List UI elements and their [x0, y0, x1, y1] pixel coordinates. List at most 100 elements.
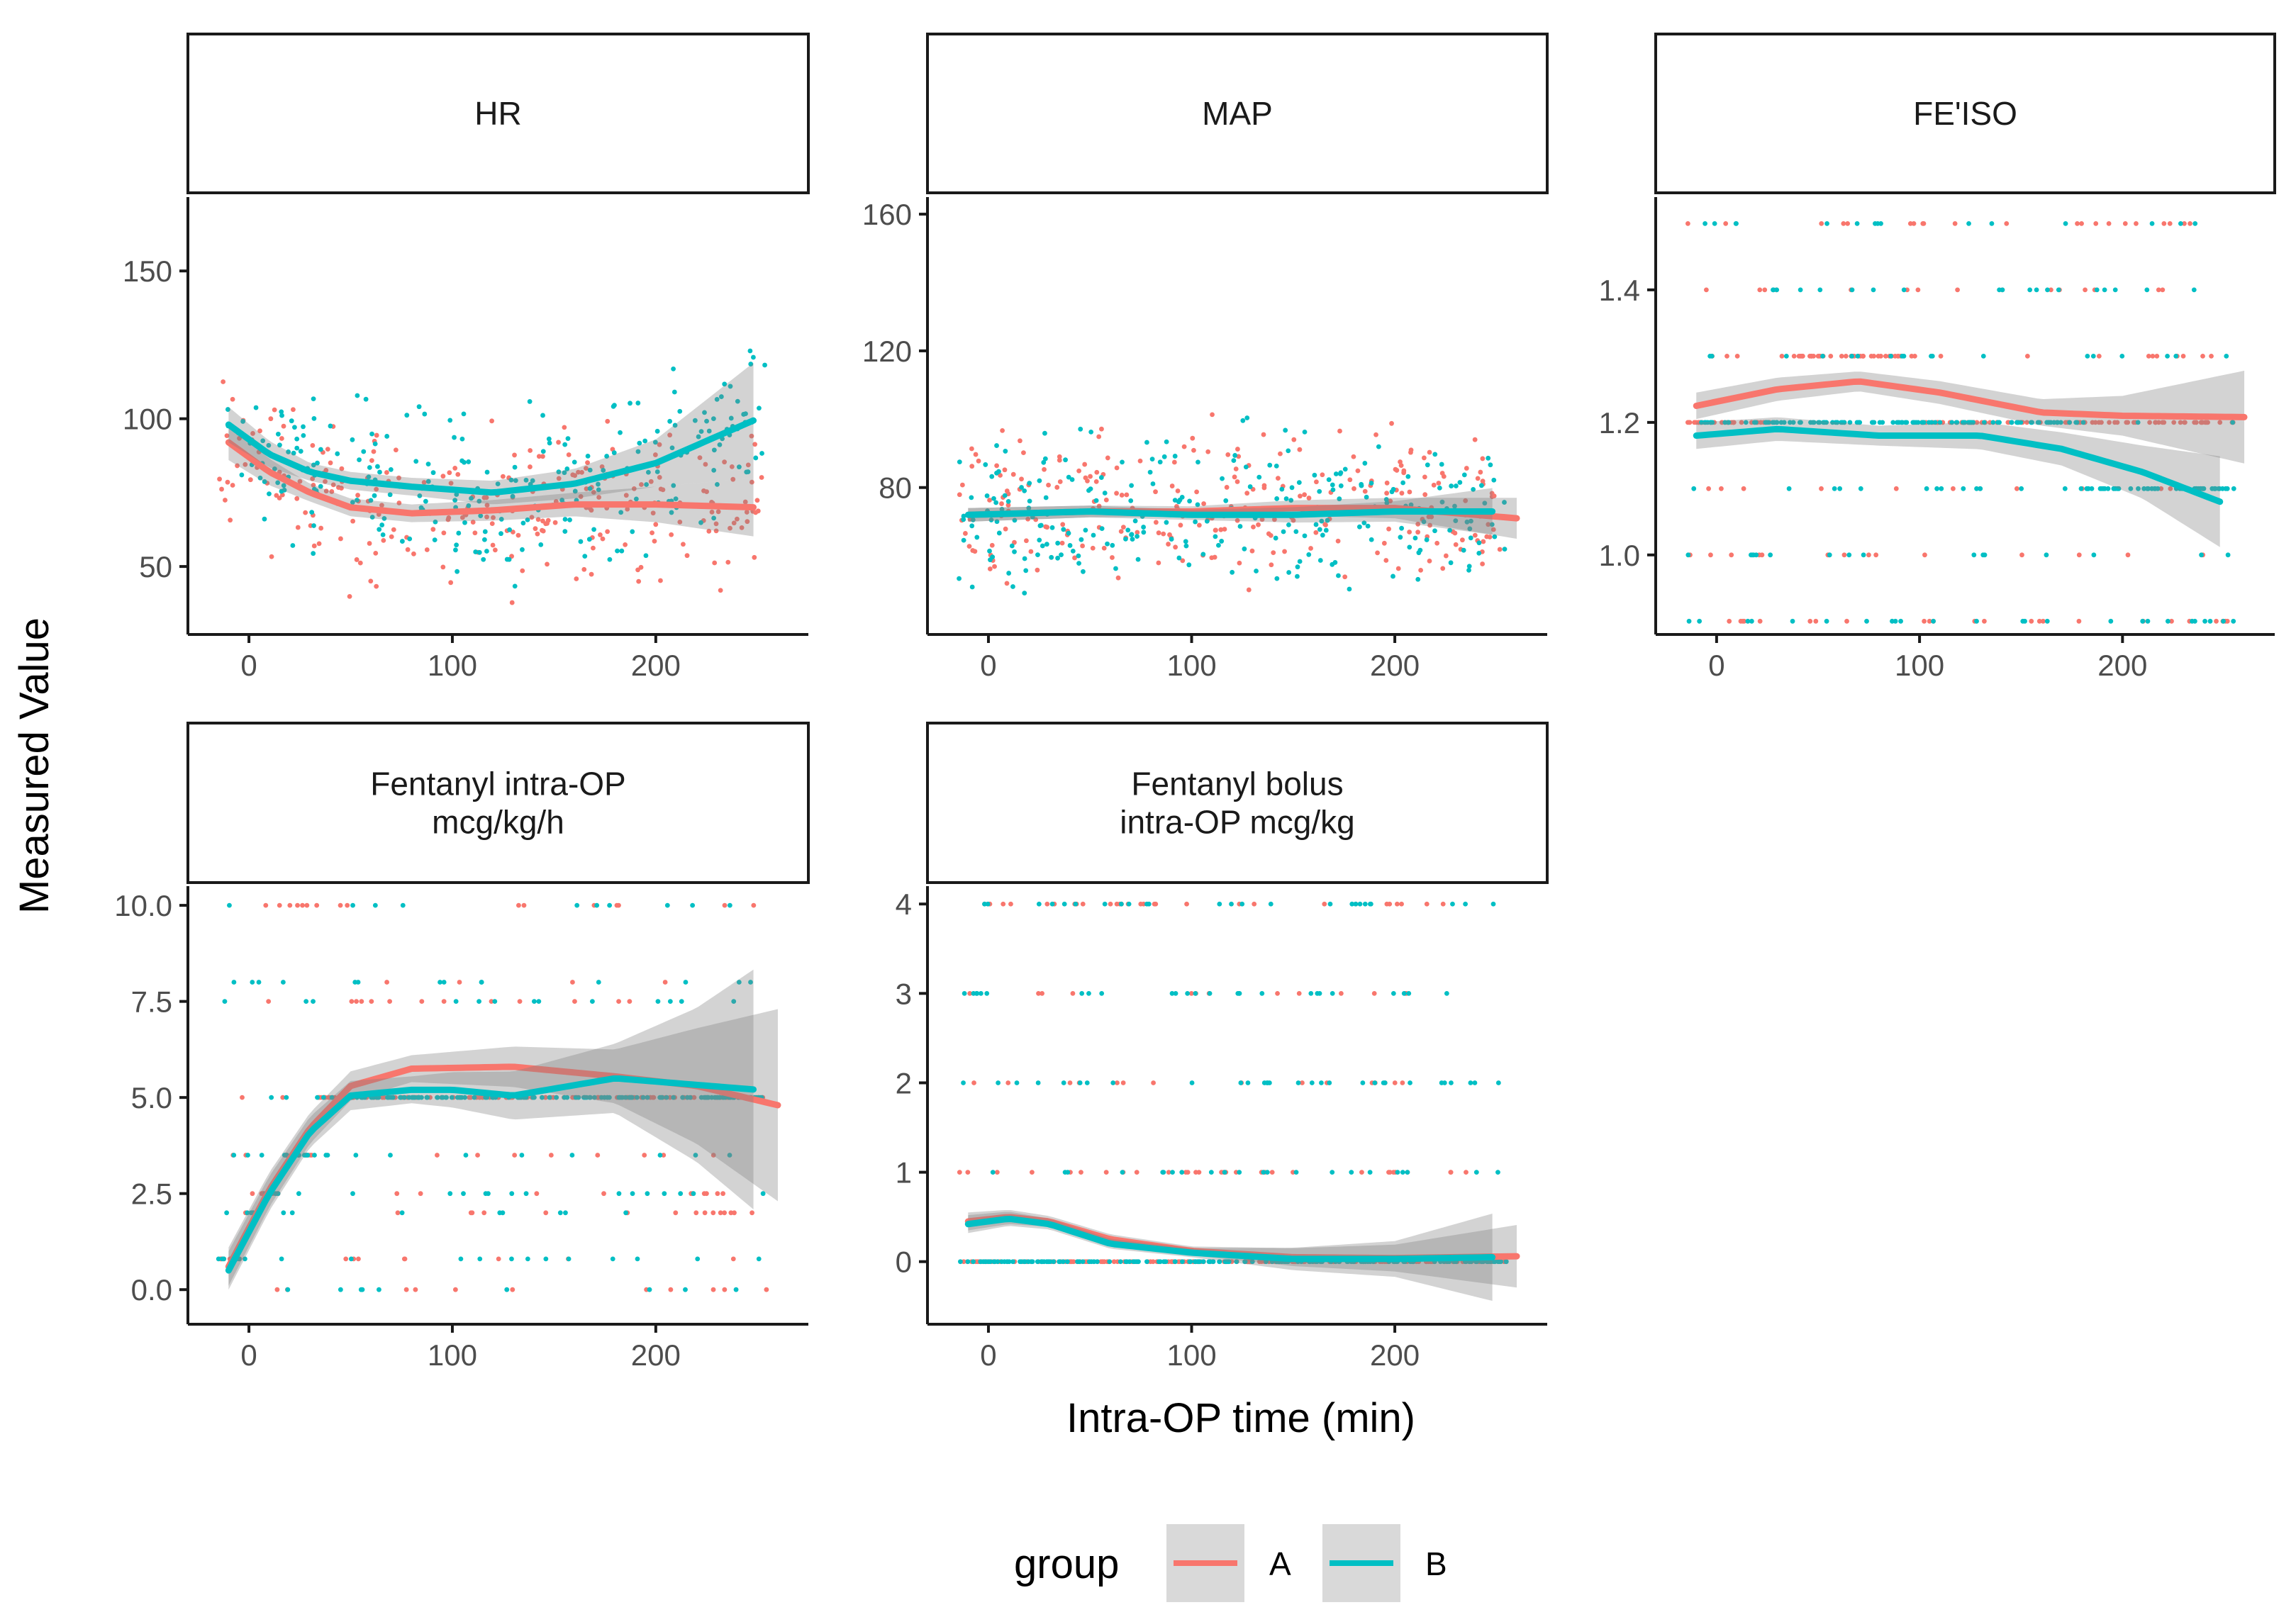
- data-point-b: [1454, 483, 1459, 488]
- data-point-b: [1753, 420, 1759, 425]
- data-point-b: [969, 523, 975, 529]
- data-point-b: [1249, 1259, 1255, 1265]
- data-point-b: [350, 500, 355, 505]
- data-point-a: [2076, 618, 2082, 624]
- data-point-a: [297, 479, 303, 484]
- data-point-b: [618, 430, 623, 435]
- data-point-a: [1729, 552, 1734, 558]
- data-point-a: [1057, 454, 1062, 459]
- data-point-a: [374, 432, 379, 438]
- data-point-b: [1854, 220, 1860, 226]
- data-point-a: [1083, 475, 1088, 481]
- data-point-a: [295, 902, 300, 908]
- data-point-a: [745, 519, 750, 525]
- data-point-b: [1337, 496, 1342, 502]
- data-point-b: [473, 549, 479, 554]
- data-point-b: [469, 496, 474, 501]
- data-point-b: [1135, 534, 1139, 539]
- facet-strip: [1654, 33, 2276, 194]
- data-point-a: [1375, 550, 1380, 556]
- data-point-a: [1323, 522, 1328, 527]
- data-point-b: [1990, 420, 1996, 425]
- data-point-b: [983, 1259, 988, 1265]
- data-point-b: [759, 451, 764, 456]
- data-point-b: [1099, 526, 1105, 532]
- data-point-b: [279, 1256, 284, 1262]
- data-point-b: [618, 510, 624, 515]
- data-point-b: [231, 1153, 237, 1158]
- data-point-b: [994, 470, 999, 476]
- data-point-a: [1169, 483, 1175, 488]
- data-point-b: [1077, 1080, 1083, 1085]
- data-point-b: [1707, 420, 1713, 425]
- data-point-b: [1395, 1170, 1400, 1175]
- data-point-a: [616, 902, 621, 908]
- data-point-b: [292, 425, 297, 430]
- data-point-b: [619, 548, 625, 554]
- data-point-b: [1161, 1259, 1166, 1265]
- data-point-a: [225, 479, 230, 485]
- data-point-b: [1037, 478, 1042, 483]
- data-point-b: [243, 1256, 247, 1262]
- data-point-b: [1244, 415, 1250, 420]
- data-point-b: [1144, 440, 1149, 445]
- data-point-b: [1009, 543, 1015, 549]
- data-point-a: [652, 452, 658, 457]
- data-point-a: [601, 1191, 606, 1197]
- data-point-b: [1312, 472, 1317, 478]
- data-point-a: [589, 508, 594, 513]
- data-point-b: [1974, 618, 1979, 624]
- data-point-b: [1022, 556, 1027, 561]
- data-point-b: [1384, 500, 1390, 505]
- data-point-b: [1093, 498, 1099, 503]
- data-point-b: [1234, 1259, 1239, 1265]
- data-point-b: [440, 1095, 445, 1100]
- data-point-b: [615, 548, 620, 554]
- data-point-b: [1193, 990, 1198, 996]
- data-point-a: [1042, 466, 1047, 472]
- data-point-b: [1855, 353, 1861, 359]
- data-point-b: [655, 999, 661, 1005]
- data-point-a: [1120, 525, 1126, 530]
- data-point-b: [2199, 552, 2204, 558]
- data-point-b: [1709, 353, 1715, 359]
- data-point-b: [1356, 524, 1362, 530]
- data-point-a: [572, 999, 577, 1005]
- data-point-b: [520, 520, 526, 526]
- legend-label-b: B: [1425, 1545, 1447, 1582]
- data-point-b: [562, 1095, 567, 1100]
- data-point-b: [559, 498, 565, 503]
- data-point-a: [1427, 522, 1432, 528]
- data-point-b: [1002, 493, 1008, 498]
- data-point-b: [2149, 486, 2155, 491]
- data-point-b: [1256, 474, 1262, 480]
- data-point-b: [659, 1095, 664, 1100]
- data-point-b: [1382, 1080, 1388, 1085]
- data-point-a: [2134, 220, 2139, 226]
- data-point-b: [974, 990, 980, 996]
- data-point-a: [1398, 463, 1404, 469]
- data-point-a: [2200, 353, 2205, 359]
- data-point-b: [369, 431, 374, 437]
- data-point-b: [1980, 353, 1986, 359]
- data-point-b: [2062, 486, 2068, 491]
- data-point-a: [1440, 566, 1446, 571]
- data-point-a: [1282, 549, 1287, 554]
- x-tick-label: 200: [631, 649, 681, 682]
- data-point-b: [1697, 618, 1703, 624]
- data-point-b: [1076, 553, 1081, 559]
- data-point-a: [1719, 486, 1724, 491]
- x-tick-label: 100: [428, 649, 477, 682]
- data-point-a: [1057, 457, 1062, 463]
- data-point-a: [600, 536, 606, 542]
- data-point-b: [1286, 448, 1291, 454]
- data-point-a: [224, 433, 230, 439]
- data-point-b: [1149, 457, 1155, 462]
- data-point-b: [984, 493, 990, 498]
- data-point-b: [2153, 486, 2158, 491]
- data-point-a: [1399, 491, 1405, 496]
- data-point-b: [455, 569, 460, 574]
- data-point-b: [662, 1191, 667, 1197]
- data-point-b: [1786, 486, 1792, 491]
- data-point-a: [623, 542, 628, 547]
